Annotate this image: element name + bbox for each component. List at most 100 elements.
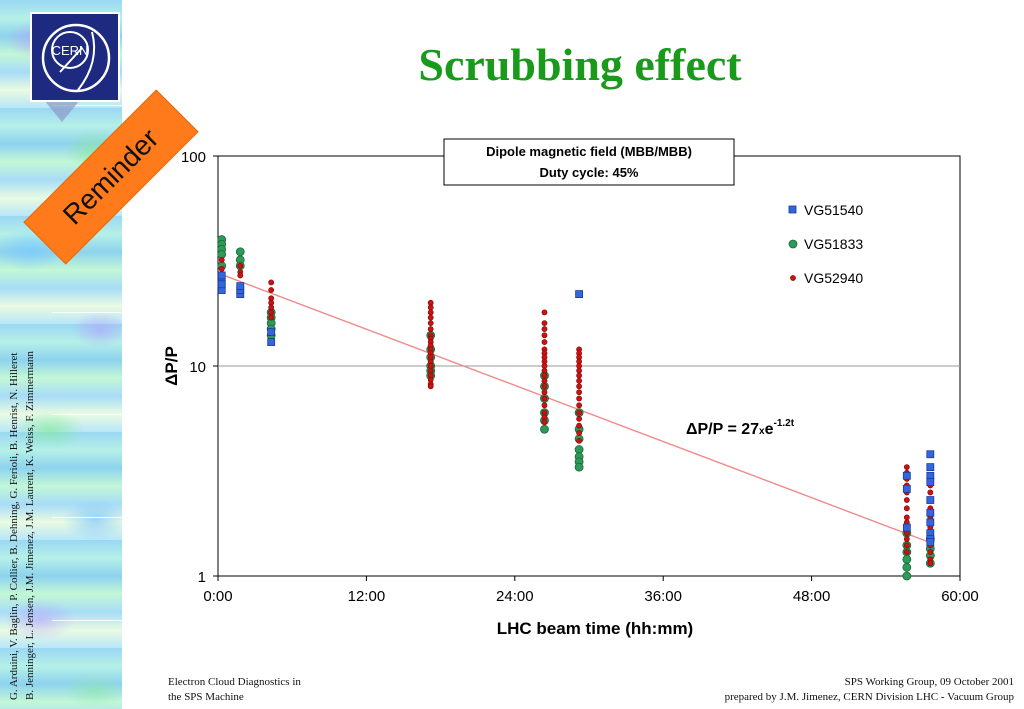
point-vg52940 <box>427 326 434 332</box>
point-vg52940 <box>268 314 275 321</box>
point-vg52940 <box>903 464 910 471</box>
fit-equation-exponent: -1.2t <box>774 418 795 429</box>
fit-equation-times: x <box>759 426 765 437</box>
point-vg52940 <box>541 320 548 327</box>
info-box <box>443 138 735 186</box>
point-vg51833 <box>902 554 912 564</box>
point-vg52940 <box>903 536 910 542</box>
info-line-1: Dipole magnetic field (MBB/MBB) <box>486 144 692 159</box>
legend-marker-vg52940 <box>790 275 796 281</box>
point-vg52940 <box>541 332 548 339</box>
point-vg52940 <box>541 309 548 316</box>
point-vg52940 <box>576 383 583 390</box>
y-tick-label: 100 <box>181 149 206 166</box>
point-vg52940 <box>541 414 548 421</box>
cern-logo: CERN <box>30 12 120 102</box>
logo-text: CERN <box>52 43 89 58</box>
point-vg52940 <box>541 377 548 384</box>
point-vg52940 <box>268 304 275 311</box>
footer-left-line-1: Electron Cloud Diagnostics in <box>168 676 301 688</box>
point-vg52940 <box>576 430 583 436</box>
point-vg52940 <box>903 505 910 512</box>
x-axis-label: LHC beam time (hh:mm) <box>497 619 693 638</box>
point-vg52940 <box>903 542 910 549</box>
legend-label-vg51833: VG51833 <box>804 236 863 252</box>
logo-shadow-wedge <box>44 100 80 122</box>
x-tick-label: 24:00 <box>496 588 534 605</box>
y-tick-label: 10 <box>189 359 206 376</box>
band-divider <box>52 312 122 313</box>
footer-right: SPS Working Group, 09 October 2001 prepa… <box>725 675 1014 705</box>
info-line-2: Duty cycle: 45% <box>540 165 639 180</box>
point-vg52940 <box>218 257 225 263</box>
point-vg51540 <box>902 523 911 532</box>
point-vg51833 <box>235 247 245 257</box>
x-tick-label: 36:00 <box>644 588 682 605</box>
point-vg51540 <box>267 328 276 337</box>
legend-label-vg51540: VG51540 <box>804 202 863 218</box>
point-vg52940 <box>541 389 548 396</box>
point-vg51833 <box>902 562 912 572</box>
point-vg52940 <box>576 409 583 416</box>
fit-equation: ΔP/P = 27xe-1.2t <box>686 418 795 438</box>
point-vg52940 <box>237 272 244 279</box>
legend-marker-vg51540 <box>788 205 797 214</box>
point-vg51540 <box>926 518 935 527</box>
fit-line <box>223 274 930 543</box>
fit-equation-main: ΔP/P = 27 <box>686 421 759 438</box>
point-vg52940 <box>541 326 548 332</box>
x-tick-label: 60:00 <box>941 588 979 605</box>
point-vg51833 <box>574 462 584 472</box>
point-vg52940 <box>427 304 434 311</box>
footer-right-line-2: prepared by J.M. Jimenez, CERN Division … <box>724 691 1014 703</box>
band-divider <box>52 620 122 621</box>
point-vg52940 <box>541 367 548 374</box>
x-tick-label: 12:00 <box>348 588 386 605</box>
band-divider <box>52 414 122 415</box>
point-vg52940 <box>237 262 244 269</box>
point-vg52940 <box>927 549 934 555</box>
fit-line-group <box>223 274 930 543</box>
point-vg52940 <box>427 367 434 374</box>
plot-area <box>217 155 961 577</box>
point-vg52940 <box>576 415 583 422</box>
point-vg51540 <box>902 484 911 493</box>
x-tick-label: 48:00 <box>793 588 831 605</box>
point-vg52940 <box>903 549 910 555</box>
axis-ticks: 0:00 12:00 24:00 36:00 48:00 60:00 1 10 100 <box>181 149 979 605</box>
point-vg52940 <box>576 372 583 379</box>
point-vg52940 <box>427 320 434 327</box>
point-vg52940 <box>903 497 910 503</box>
band-divider <box>52 517 122 518</box>
cern-logo-icon: CERN <box>41 23 111 93</box>
point-vg52940 <box>576 377 583 384</box>
point-vg52940 <box>576 367 583 374</box>
point-vg51540 <box>926 463 935 472</box>
point-vg52940 <box>576 389 583 396</box>
y-axis-label: ΔP/P <box>162 346 181 386</box>
band-divider <box>52 105 122 106</box>
point-vg52940 <box>927 560 934 567</box>
point-vg52940 <box>927 489 934 496</box>
slide-title: Scrubbing effect <box>418 39 742 90</box>
x-tick-label: 0:00 <box>203 588 232 605</box>
point-vg51540 <box>575 290 584 298</box>
point-vg51833 <box>902 571 912 581</box>
point-vg51540 <box>926 478 935 486</box>
point-vg52940 <box>541 395 548 402</box>
point-vg51540 <box>267 338 276 346</box>
point-vg52940 <box>903 514 910 521</box>
legend-label-vg52940: VG52940 <box>804 270 863 286</box>
y-tick-label: 1 <box>198 569 206 586</box>
footer-left: Electron Cloud Diagnostics in the SPS Ma… <box>168 675 301 705</box>
footer-right-line-1: SPS Working Group, 09 October 2001 <box>844 676 1014 688</box>
point-vg52940 <box>541 383 548 390</box>
point-vg52940 <box>268 279 275 286</box>
point-vg51540 <box>926 538 935 547</box>
point-vg51540 <box>217 271 226 280</box>
point-vg52940 <box>576 422 583 429</box>
point-vg51540 <box>926 450 935 459</box>
point-vg52940 <box>218 265 225 272</box>
point-vg52940 <box>541 419 548 426</box>
